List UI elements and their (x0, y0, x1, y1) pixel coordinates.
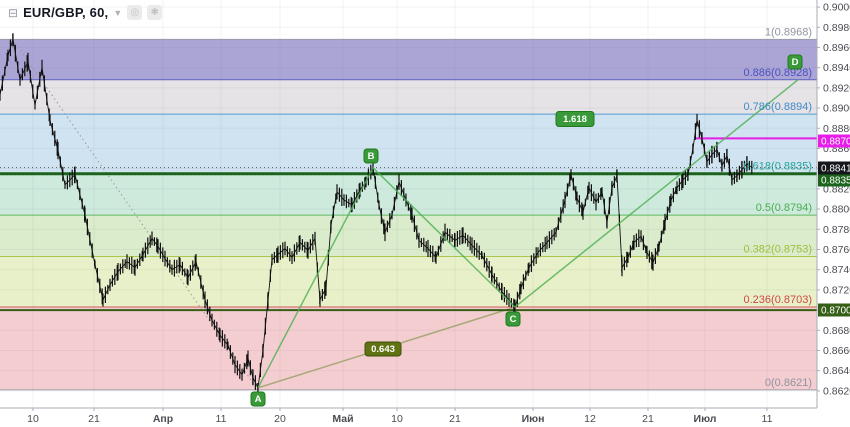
time-tick-label: Апр (153, 413, 173, 425)
time-tick-label: Июн (522, 413, 545, 425)
fib-level-label-0.786: 0.786(0.8894) (744, 101, 813, 113)
time-tick-label: 10 (391, 413, 403, 425)
pattern-point-chip-C[interactable] (505, 311, 521, 327)
pattern-point-chip-A-label: A (255, 394, 262, 405)
eye-icon[interactable]: ◎ (127, 5, 143, 20)
axis-price-chip-0.8870-label: 0.8870 (821, 137, 850, 148)
fib-band-1 (0, 39, 817, 80)
chevron-down-icon[interactable]: ▼ (113, 7, 123, 18)
fib-level-label-0.5: 0.5(0.8794) (756, 202, 812, 214)
settings-icon[interactable]: ✱ (147, 5, 163, 20)
fib-level-label-0.236: 0.236(0.8703) (744, 294, 813, 306)
pattern-point-chip-D-label: D (792, 57, 799, 68)
axis-last-price-chip-label: 0.8841 (821, 164, 850, 175)
time-tick-label: 11 (762, 413, 773, 425)
abcd-pattern-line[interactable] (257, 79, 799, 389)
fib-level-label-1: 1(0.8968) (765, 26, 812, 38)
fib-band-0.886 (0, 79, 817, 115)
fib-level-label-0.886: 0.886(0.8928) (744, 67, 813, 79)
pattern-point-chip-C-label: C (510, 314, 517, 325)
retracement-ratio-chip-label: 0.643 (371, 344, 395, 355)
pattern-point-chip-B-label: B (368, 151, 375, 162)
symbol-legend[interactable]: ⊟ EUR/GBP, 60, ▼ ◎ ✱ (8, 5, 163, 20)
fib-level-label-0: 0(0.8621) (765, 377, 812, 389)
time-tick-label: 12 (584, 413, 596, 425)
extension-ratio-chip-label: 1.618 (563, 114, 587, 125)
pattern-point-chip-A[interactable] (250, 391, 266, 407)
fib-level-label-0.618: 0.618(0.8835) (744, 161, 813, 173)
axis-price-chip-0.8700-label: 0.8700 (821, 306, 850, 317)
fib-band-0.5 (0, 215, 817, 257)
time-tick-label: 21 (449, 413, 461, 425)
time-tick-label: Июл (694, 413, 717, 425)
time-tick-label: 21 (642, 413, 654, 425)
collapse-icon[interactable]: ⊟ (8, 5, 19, 20)
price-axis-panel[interactable] (817, 0, 850, 427)
fib-level-label-0.382: 0.382(0.8753) (744, 244, 813, 256)
time-tick-label: 21 (88, 413, 100, 425)
pattern-point-chip-B[interactable] (363, 148, 379, 164)
time-tick-label: Май (332, 413, 353, 425)
symbol-title[interactable]: EUR/GBP, 60, (23, 5, 109, 20)
pattern-point-chip-D[interactable] (787, 54, 803, 70)
extension-ratio-chip[interactable] (555, 111, 595, 127)
axis-last-price-chip[interactable] (818, 161, 850, 175)
axis-price-chip-0.8700[interactable] (818, 303, 850, 317)
axis-price-chip-0.8835-label: 0.8835 (821, 176, 850, 187)
axis-price-chip-0.8835[interactable] (818, 173, 850, 187)
fib-band-0.236 (0, 307, 817, 390)
time-axis-panel[interactable] (0, 408, 817, 427)
retracement-ratio-chip[interactable] (364, 341, 402, 357)
axis-price-chip-0.8870[interactable] (818, 134, 850, 148)
time-tick-label: 10 (27, 413, 39, 425)
fib-band-0.786 (0, 114, 817, 174)
time-tick-label: 20 (274, 413, 286, 425)
time-tick-label: 11 (216, 413, 227, 425)
